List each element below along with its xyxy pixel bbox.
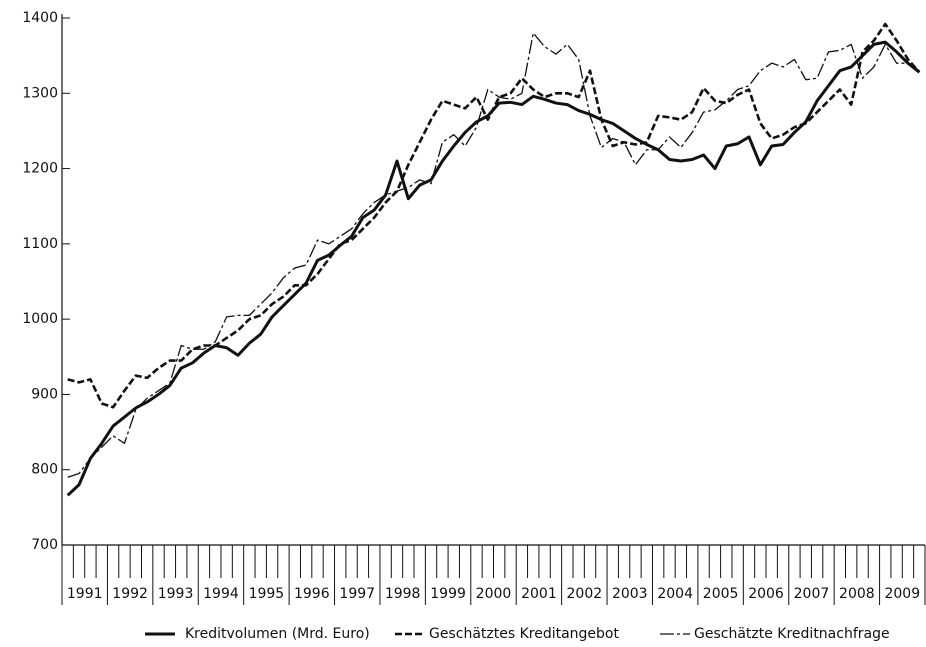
- legend-label: Geschätztes Kreditangebot: [429, 626, 620, 642]
- x-tick-label: 2008: [839, 586, 875, 602]
- x-tick-label: 1993: [158, 586, 194, 602]
- x-tick-label: 2009: [884, 586, 920, 602]
- x-tick-label: 2000: [476, 586, 512, 602]
- x-tick-label: 2003: [612, 586, 648, 602]
- x-tick-label: 1997: [339, 586, 375, 602]
- y-tick-label: 700: [31, 537, 58, 553]
- x-tick-label: 2006: [748, 586, 784, 602]
- y-tick-label: 1200: [22, 161, 58, 177]
- x-tick-label: 1992: [112, 586, 148, 602]
- series-line: [67, 32, 920, 478]
- x-tick-label: 1994: [203, 586, 239, 602]
- legend-label: Geschätzte Kreditnachfrage: [694, 626, 890, 642]
- y-tick-label: 1000: [22, 311, 58, 327]
- x-tick-label: 1995: [249, 586, 285, 602]
- x-tick-label: 2005: [703, 586, 739, 602]
- x-tick-label: 1991: [67, 586, 103, 602]
- x-tick-label: 2004: [657, 586, 693, 602]
- y-tick-label: 900: [31, 386, 58, 402]
- x-tick-label: 2001: [521, 586, 557, 602]
- x-tick-label: 1998: [385, 586, 421, 602]
- y-tick-label: 1300: [22, 85, 58, 101]
- x-tick-label: 2002: [567, 586, 603, 602]
- legend-label: Kreditvolumen (Mrd. Euro): [185, 626, 370, 642]
- x-tick-label: 1999: [430, 586, 466, 602]
- y-tick-label: 1400: [22, 10, 58, 26]
- x-tick-label: 2007: [794, 586, 830, 602]
- x-tick-label: 1996: [294, 586, 330, 602]
- y-tick-label: 800: [31, 462, 58, 478]
- y-tick-label: 1100: [22, 236, 58, 252]
